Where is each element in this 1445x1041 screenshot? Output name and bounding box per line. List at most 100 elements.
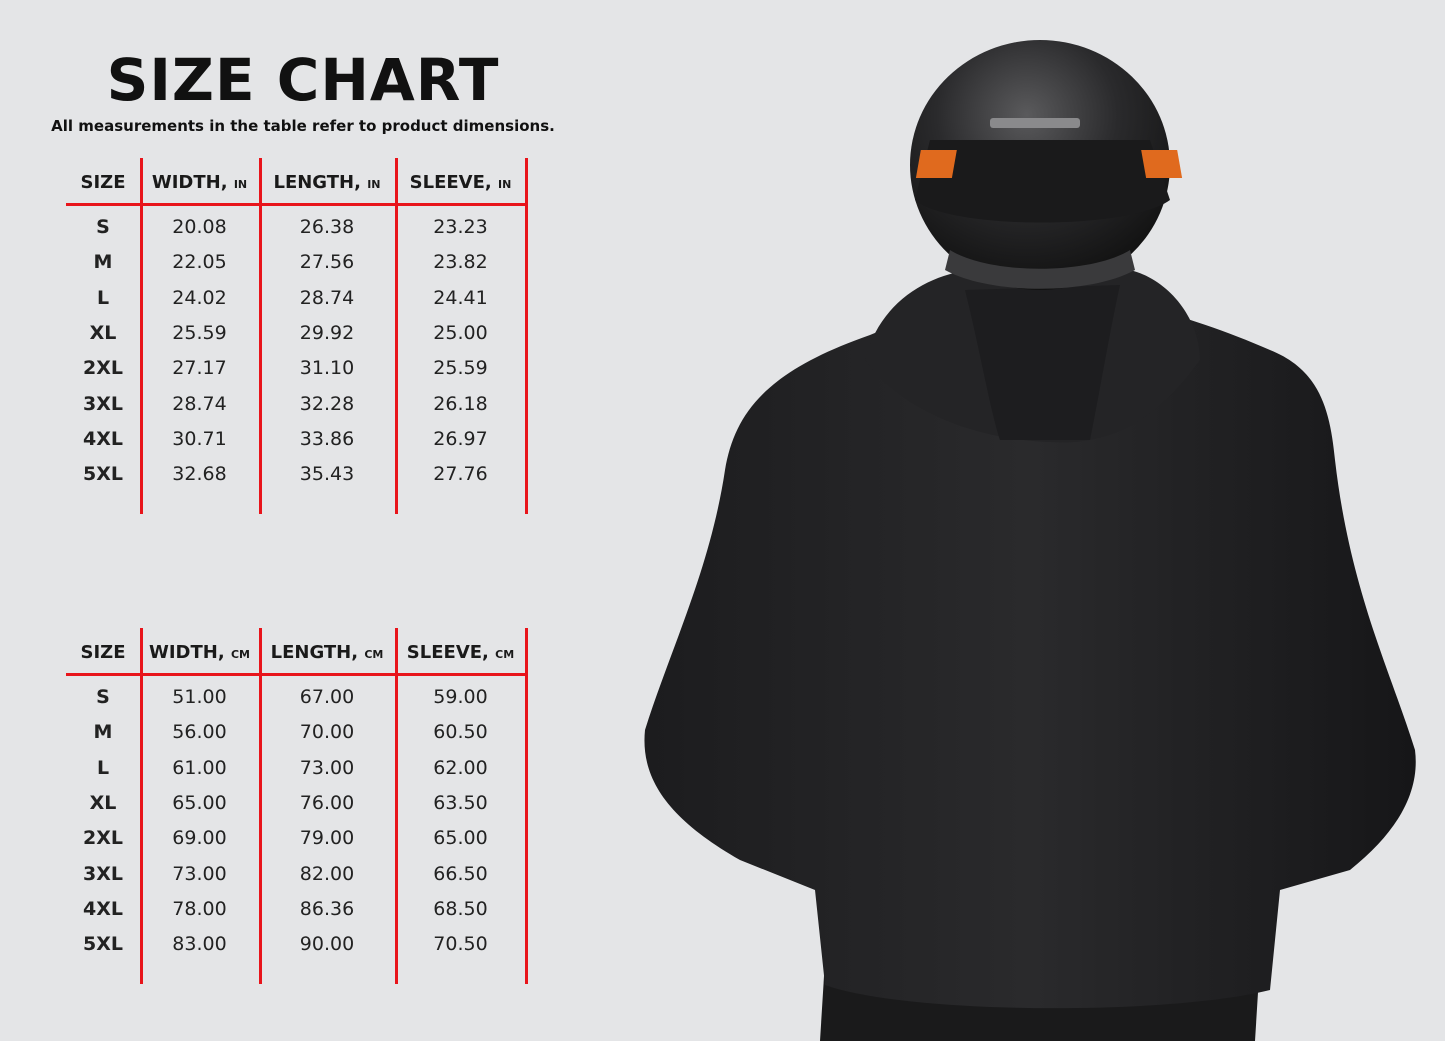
cell-size: M (93, 251, 113, 274)
cell-sleeve: 24.41 (433, 286, 488, 309)
size-table-inches: SIZE WIDTH, IN LENGTH, IN SLEEVE, IN S 20.08 2… (66, 158, 528, 514)
cell-sleeve: 60.50 (433, 721, 488, 744)
cell-width: 73.00 (172, 862, 227, 885)
cell-sleeve: 59.00 (433, 686, 488, 708)
column-header-sleeve: SLEEVE, IN (395, 172, 526, 193)
cell-width: 28.74 (172, 392, 227, 415)
cell-sleeve: 26.18 (433, 392, 488, 415)
header-divider (66, 203, 528, 206)
cell-size: L (96, 286, 110, 309)
cell-sleeve: 63.50 (433, 791, 488, 814)
cell-width: 69.00 (172, 827, 227, 850)
column-divider (395, 628, 398, 984)
cell-width: 65.00 (172, 791, 227, 814)
cell-width: 32.68 (172, 463, 227, 486)
cell-length: 35.43 (299, 463, 355, 486)
column-header-width: WIDTH, IN (140, 172, 259, 193)
column-header-unit: IN (367, 178, 381, 191)
cell-size: S (96, 686, 110, 708)
page-title: SIZE CHART (106, 46, 500, 114)
cell-length: 29.92 (299, 321, 355, 344)
column-header-unit: CM (364, 648, 384, 661)
cell-length: 26.38 (299, 216, 355, 238)
column-divider (140, 628, 143, 984)
cell-length: 28.74 (299, 286, 355, 309)
cell-size: 2XL (83, 827, 123, 850)
column-divider (140, 158, 143, 514)
cell-size: M (93, 721, 113, 744)
cell-width: 25.59 (172, 321, 227, 344)
cell-sleeve: 66.50 (433, 862, 488, 885)
header-divider (66, 673, 528, 676)
cell-length: 82.00 (299, 862, 355, 885)
cell-sleeve: 26.97 (433, 427, 488, 450)
column-header-label: LENGTH, (270, 642, 359, 663)
cell-width: 56.00 (172, 721, 227, 744)
column-header-unit: IN (233, 178, 248, 191)
cell-size: 4XL (83, 897, 123, 920)
cell-size: 4XL (83, 427, 123, 450)
cell-sleeve: 62.00 (433, 756, 488, 779)
cell-length: 86.36 (299, 897, 355, 920)
cell-size: XL (89, 321, 117, 344)
cell-length: 31.10 (299, 357, 355, 380)
column-header-size: SIZE (66, 172, 140, 193)
cell-width: 51.00 (172, 686, 227, 708)
column-header-label: WIDTH, (151, 172, 228, 193)
column-header-length: LENGTH, CM (259, 642, 395, 663)
cell-width: 27.17 (172, 357, 227, 380)
column-header-label: SLEEVE, (409, 172, 492, 193)
hoodie-model-photo (644, 40, 1416, 1041)
column-header-label: SIZE (80, 642, 126, 663)
helmet-reflector-left (915, 150, 957, 178)
cell-width: 24.02 (172, 286, 227, 309)
cell-sleeve: 70.50 (433, 933, 488, 956)
column-header-unit: CM (230, 648, 250, 661)
cell-width: 83.00 (172, 933, 227, 956)
cell-width: 78.00 (172, 897, 227, 920)
column-header-size: SIZE (66, 642, 140, 663)
cell-size: 5XL (83, 463, 123, 486)
column-header-sleeve: SLEEVE, CM (395, 642, 526, 663)
cell-length: 67.00 (299, 686, 355, 708)
cell-size: 3XL (83, 862, 123, 885)
cell-sleeve: 23.82 (433, 251, 488, 274)
cell-sleeve: 65.00 (433, 827, 488, 850)
cell-width: 20.08 (172, 216, 227, 238)
cell-length: 32.28 (299, 392, 355, 415)
column-header-unit: IN (498, 178, 512, 191)
cell-width: 30.71 (172, 427, 227, 450)
cell-sleeve: 25.00 (433, 321, 488, 344)
cell-width: 61.00 (172, 756, 227, 779)
cell-length: 73.00 (299, 756, 355, 779)
column-divider (259, 628, 262, 984)
cell-length: 76.00 (299, 791, 355, 814)
column-header-unit: CM (495, 648, 515, 661)
column-divider (525, 158, 528, 514)
cell-size: L (96, 756, 110, 779)
column-header-width: WIDTH, CM (140, 642, 259, 663)
column-divider (525, 628, 528, 984)
cell-length: 27.56 (299, 251, 355, 274)
cell-sleeve: 27.76 (433, 463, 488, 486)
cell-sleeve: 23.23 (433, 216, 488, 238)
column-header-label: LENGTH, (273, 172, 361, 193)
cell-length: 70.00 (299, 721, 355, 744)
cell-size: 2XL (83, 357, 123, 380)
cell-width: 22.05 (172, 251, 227, 274)
size-table-centimeters: SIZE WIDTH, CM LENGTH, CM SLEEVE, CM S 51.00 6… (66, 628, 528, 984)
column-divider (259, 158, 262, 514)
page-subtitle: All measurements in the table refer to p… (51, 117, 555, 135)
cell-length: 90.00 (299, 933, 355, 956)
cell-sleeve: 25.59 (433, 357, 488, 380)
column-header-length: LENGTH, IN (259, 172, 395, 193)
column-header-label: SLEEVE, (406, 642, 489, 663)
cell-size: S (96, 216, 110, 238)
cell-size: XL (89, 791, 117, 814)
hoodie-body (644, 292, 1416, 1009)
cell-length: 79.00 (299, 827, 355, 850)
column-divider (395, 158, 398, 514)
cell-sleeve: 68.50 (433, 897, 488, 920)
cell-size: 5XL (83, 933, 123, 956)
column-header-label: WIDTH, (149, 642, 225, 663)
